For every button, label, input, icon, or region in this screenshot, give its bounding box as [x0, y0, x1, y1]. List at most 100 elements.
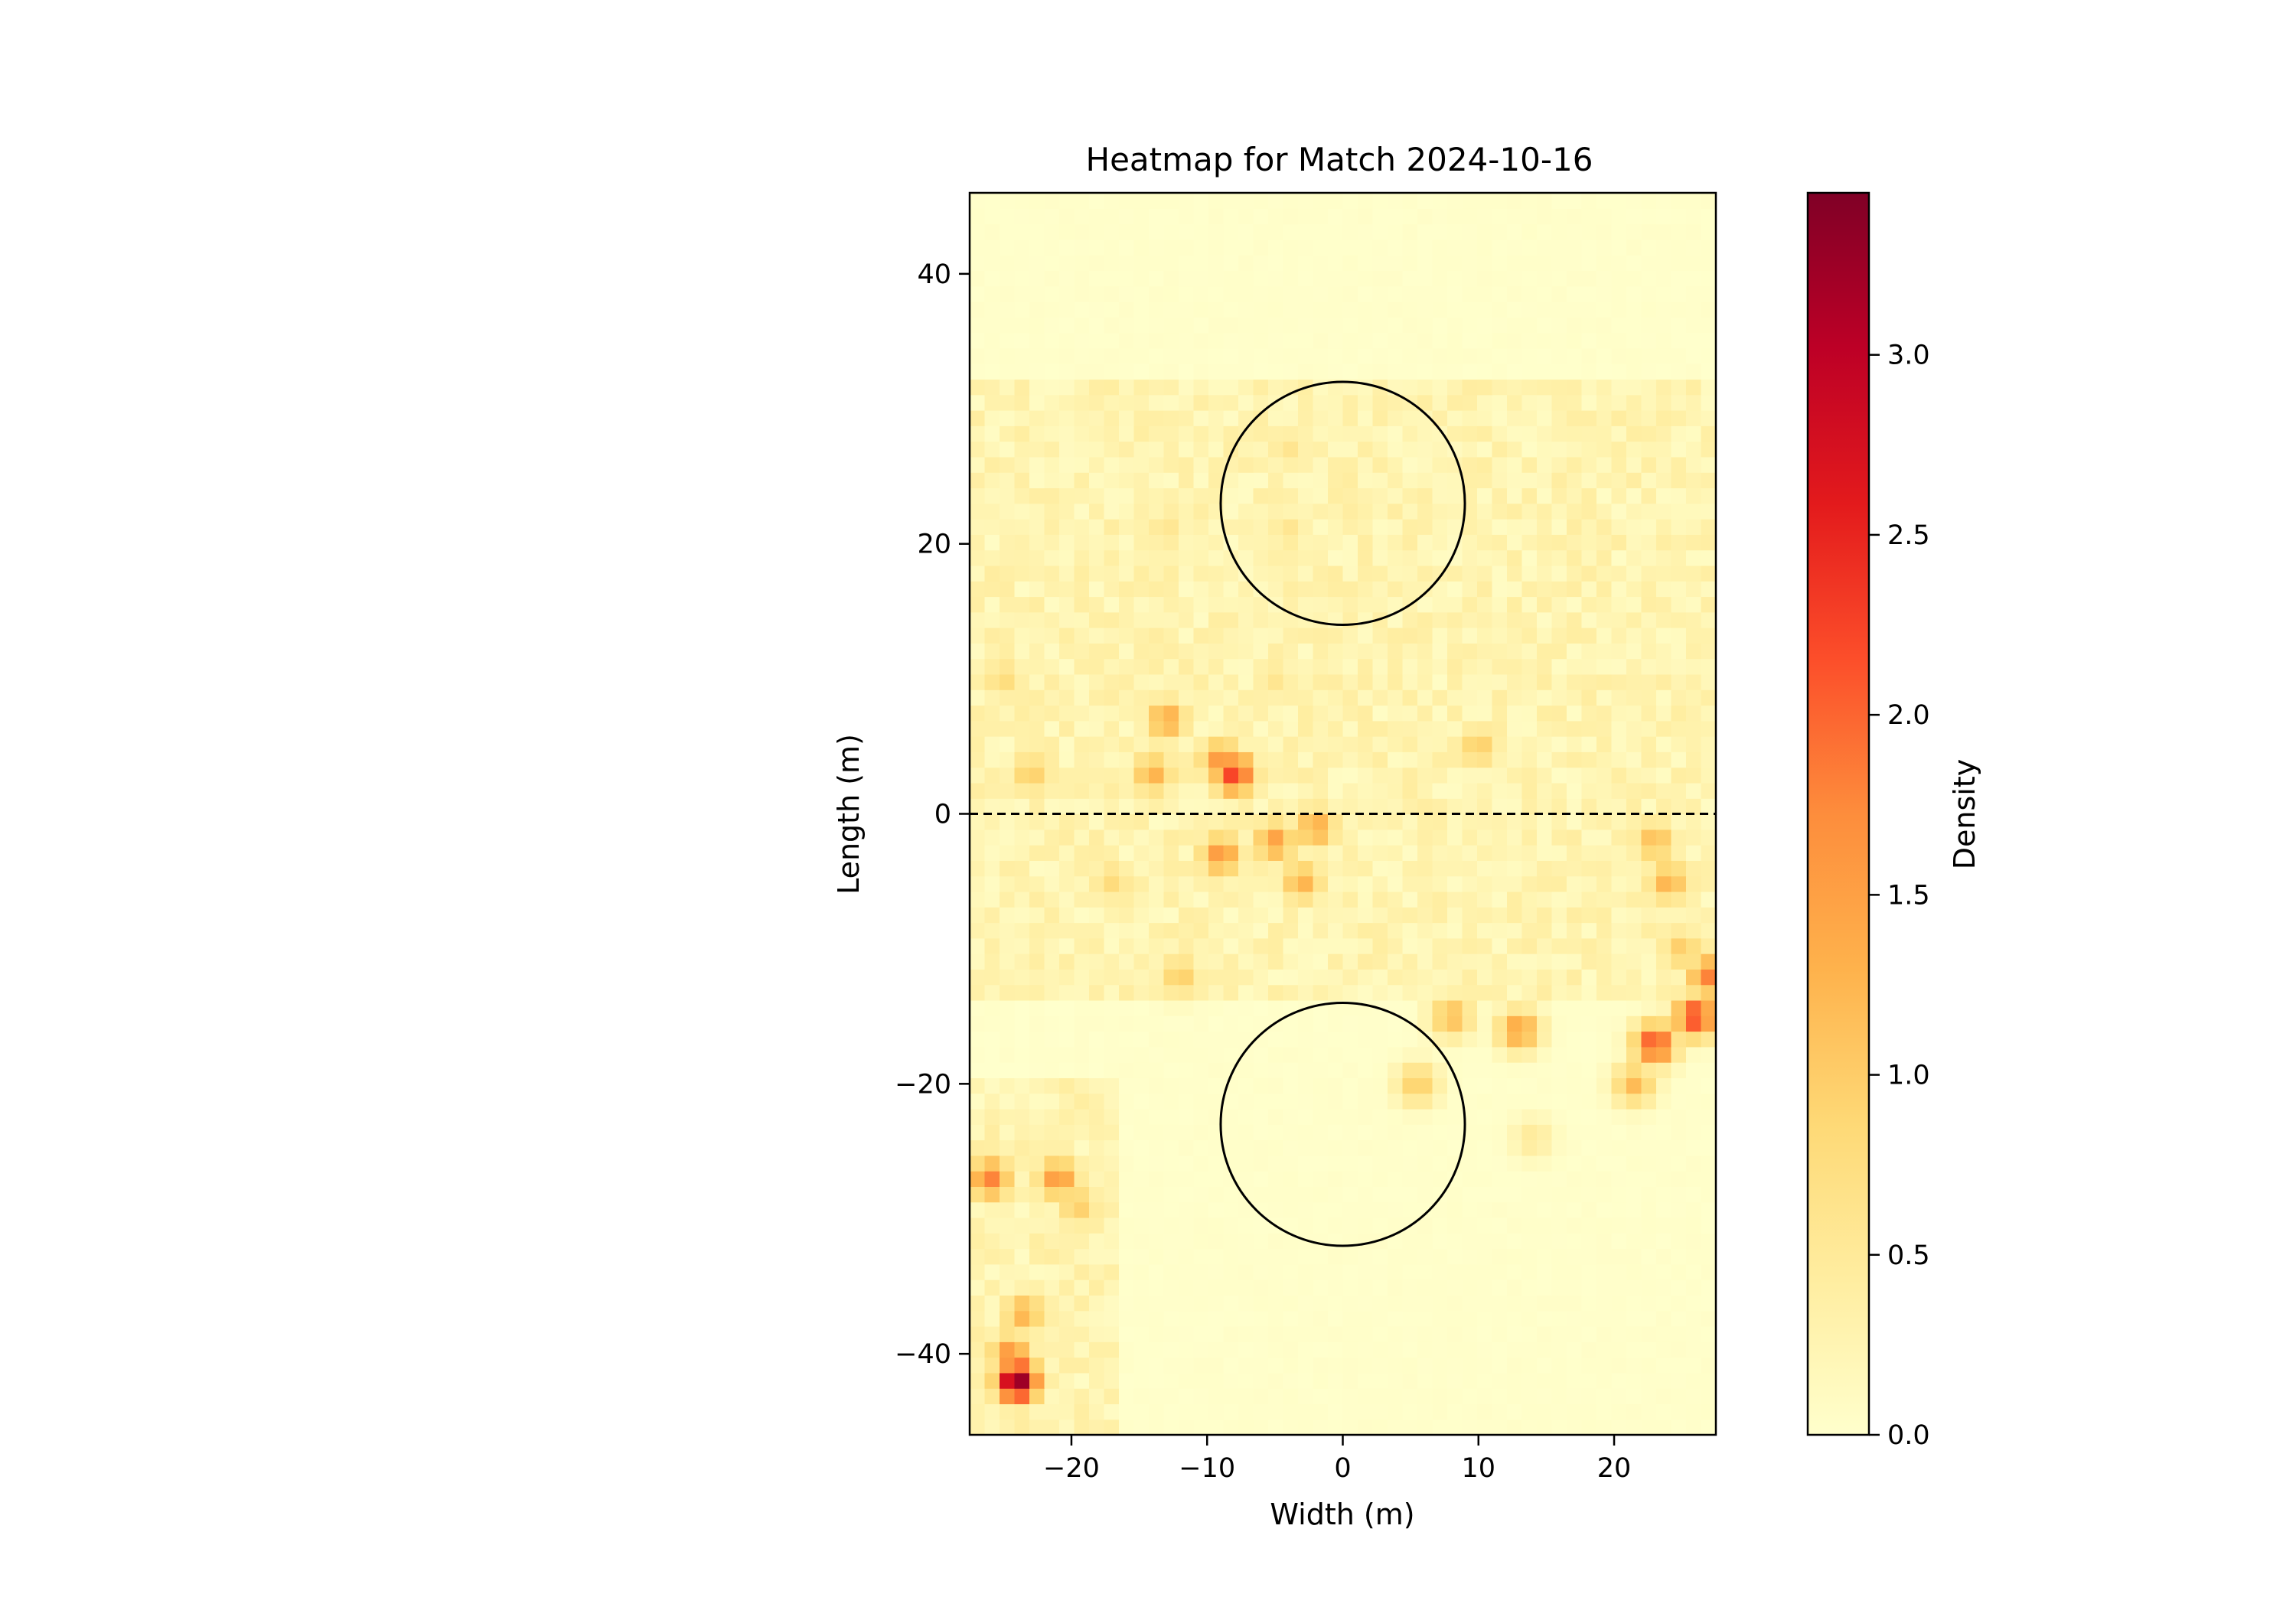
heat-cell: [1551, 379, 1567, 396]
heat-cell: [1492, 720, 1508, 737]
heat-cell: [1253, 1046, 1269, 1063]
heat-cell: [1477, 937, 1493, 954]
heat-cell: [1208, 1139, 1225, 1156]
heat-cell: [1044, 937, 1060, 954]
heat-cell: [1358, 565, 1374, 582]
heat-cell: [1701, 611, 1716, 628]
heat-cell: [1507, 937, 1523, 954]
heat-cell: [1626, 255, 1642, 272]
heat-cell: [1492, 1419, 1508, 1435]
heat-cell: [1074, 456, 1090, 473]
heat-cell: [1477, 223, 1493, 240]
heat-cell: [1626, 363, 1642, 380]
heat-cell: [1208, 767, 1225, 784]
heat-cell: [1507, 1295, 1523, 1312]
heat-cell: [1656, 984, 1672, 1001]
heat-cell: [1179, 270, 1195, 287]
heat-cell: [1014, 798, 1030, 815]
heat-cell: [1000, 285, 1016, 302]
heat-cell: [1701, 270, 1716, 287]
heat-cell: [1432, 239, 1448, 256]
heat-cell: [1328, 549, 1344, 566]
heat-cell: [1641, 472, 1657, 489]
heat-cell: [1074, 503, 1090, 520]
heat-cell: [1059, 891, 1075, 908]
heat-cell: [1521, 394, 1538, 411]
heat-cell: [1342, 1046, 1358, 1063]
heat-cell: [1432, 782, 1448, 799]
heatmap-cells: [970, 193, 1716, 1435]
heat-cell: [1133, 953, 1150, 970]
heat-cell: [1342, 425, 1358, 442]
heat-cell: [1193, 1357, 1209, 1374]
heat-cell: [1029, 1217, 1045, 1234]
heat-cell: [1328, 285, 1344, 302]
heat-cell: [1208, 425, 1225, 442]
heat-cell: [1537, 891, 1553, 908]
heat-cell: [1402, 239, 1418, 256]
heat-cell: [1342, 1031, 1358, 1048]
heat-cell: [1059, 549, 1075, 566]
heat-cell: [1059, 472, 1075, 489]
heat-cell: [1358, 999, 1374, 1016]
heat-cell: [1417, 984, 1433, 1001]
heat-cell: [1507, 379, 1523, 396]
heat-cell: [1313, 845, 1329, 861]
heat-cell: [1014, 1015, 1030, 1032]
heat-cell: [970, 643, 986, 660]
heat-cell: [1179, 1419, 1195, 1435]
heat-cell: [1208, 255, 1225, 272]
heat-cell: [1432, 223, 1448, 240]
heat-cell: [1133, 611, 1150, 628]
heat-cell: [1447, 1186, 1463, 1203]
heat-cell: [1104, 937, 1120, 954]
heat-cell: [1104, 673, 1120, 690]
heat-cell: [1521, 736, 1538, 752]
heat-cell: [1477, 875, 1493, 892]
heat-cell: [1149, 487, 1165, 504]
heat-cell: [1626, 937, 1642, 954]
heat-cell: [1328, 456, 1344, 473]
heat-cell: [1283, 255, 1299, 272]
heat-cell: [1298, 1108, 1314, 1125]
heat-cell: [1626, 860, 1642, 877]
heat-cell: [1417, 907, 1433, 924]
heat-cell: [1477, 999, 1493, 1016]
heat-cell: [1581, 999, 1597, 1016]
heat-cell: [1119, 1093, 1135, 1110]
heat-cell: [1029, 534, 1045, 551]
heat-cell: [1432, 1248, 1448, 1265]
heat-cell: [1701, 534, 1716, 551]
heat-cell: [1179, 1015, 1195, 1032]
heat-cell: [1656, 1310, 1672, 1327]
heat-cell: [1149, 347, 1165, 364]
heat-cell: [1686, 798, 1702, 815]
heat-cell: [1626, 1325, 1642, 1342]
heat-cell: [1462, 751, 1478, 768]
heat-cell: [1372, 1124, 1388, 1141]
heat-cell: [1133, 410, 1150, 426]
heat-cell: [1641, 1201, 1657, 1218]
heat-cell: [1417, 1139, 1433, 1156]
heat-cell: [1388, 1295, 1404, 1312]
heat-cell: [1551, 953, 1567, 970]
heat-cell: [1358, 1295, 1374, 1312]
heat-cell: [1000, 1062, 1016, 1078]
heat-cell: [1388, 907, 1404, 924]
heat-cell: [984, 363, 1000, 380]
heat-cell: [1149, 410, 1165, 426]
heat-cell: [1701, 1372, 1716, 1389]
heat-cell: [1149, 1388, 1165, 1405]
heat-cell: [1179, 937, 1195, 954]
heat-cell: [1507, 875, 1523, 892]
heat-cell: [1537, 705, 1553, 722]
heat-cell: [1223, 1419, 1239, 1435]
x-tick-label: 10: [1461, 1453, 1495, 1484]
heat-cell: [1059, 643, 1075, 660]
heat-cell: [1328, 208, 1344, 225]
heat-cell: [1447, 922, 1463, 939]
heat-cell: [1313, 596, 1329, 613]
heat-cell: [1447, 1403, 1463, 1420]
heat-cell: [1119, 410, 1135, 426]
